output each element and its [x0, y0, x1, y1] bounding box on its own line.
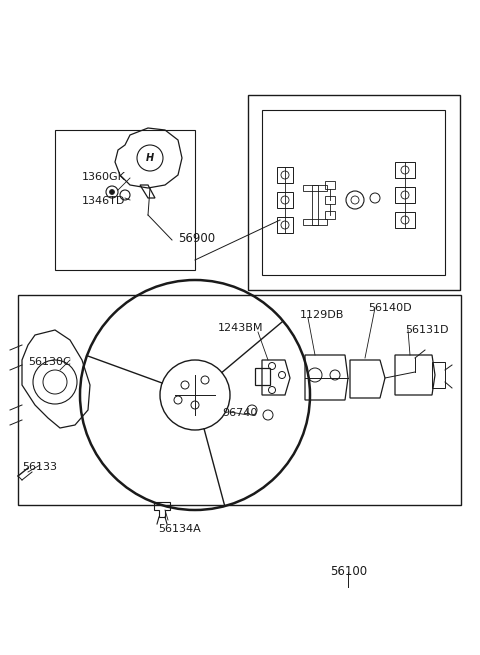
Bar — [248, 95, 460, 290]
Text: 56140D: 56140D — [368, 303, 412, 313]
Bar — [55, 130, 195, 270]
Text: H: H — [146, 153, 154, 163]
Text: 56130C: 56130C — [28, 357, 71, 367]
Text: 56900: 56900 — [178, 232, 215, 245]
Text: 56131D: 56131D — [405, 325, 448, 335]
Circle shape — [109, 189, 115, 195]
Bar — [262, 110, 445, 275]
Text: 56100: 56100 — [330, 565, 367, 578]
Text: 56133: 56133 — [22, 462, 57, 472]
Bar — [18, 295, 461, 505]
Text: 1346TD: 1346TD — [82, 196, 125, 206]
Text: 96740: 96740 — [222, 408, 257, 418]
Text: 1243BM: 1243BM — [218, 323, 264, 333]
Text: 1129DB: 1129DB — [300, 310, 344, 320]
Text: 56134A: 56134A — [158, 524, 201, 534]
Text: 1360GK: 1360GK — [82, 172, 126, 182]
